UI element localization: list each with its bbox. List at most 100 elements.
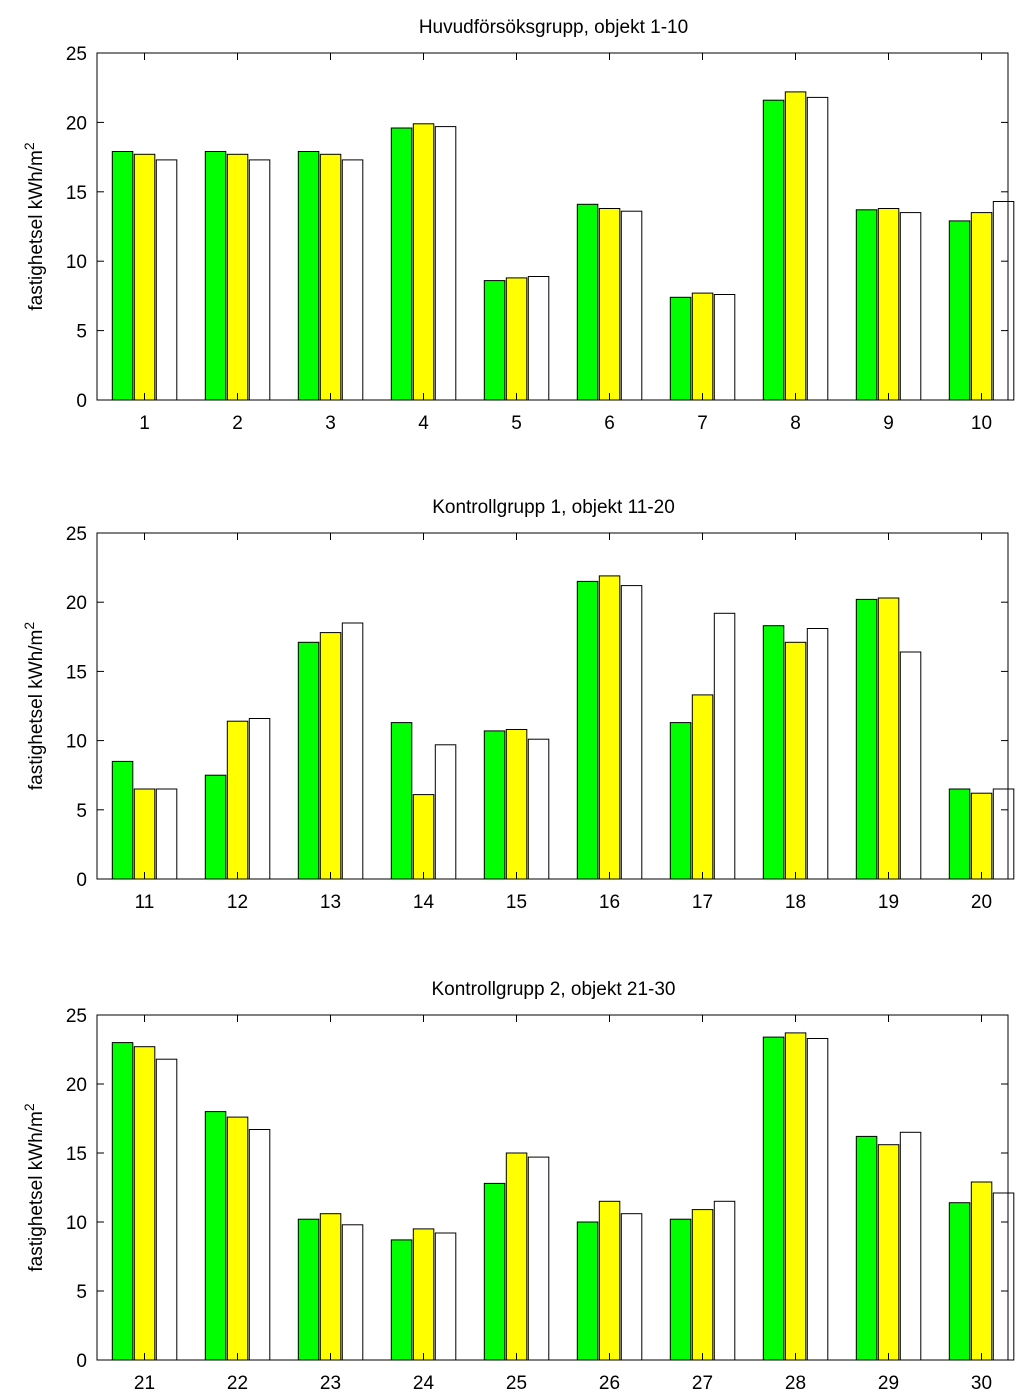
bar-5-s3 [527, 276, 550, 401]
bar-13-s1 [297, 641, 320, 880]
y-tick-label: 5 [76, 1282, 87, 1303]
x-tick-label: 28 [785, 1373, 806, 1394]
y-tick-label: 20 [66, 1075, 87, 1096]
bar-5-s1 [483, 280, 506, 401]
chart-panel-1: 0 5 10 15 20 25 1 2 3 4 5 6 7 8 9 10 Huvudförsöksgrupp, … [21, 17, 1015, 434]
x-tick-label: 10 [971, 413, 992, 434]
bar-22-s2 [226, 1116, 249, 1361]
bar-25-s1 [483, 1182, 506, 1361]
bar-21-s1 [111, 1042, 134, 1361]
bar-2-s2 [226, 153, 249, 401]
x-tick-label: 14 [413, 892, 435, 913]
y-tick-label: 20 [66, 593, 87, 614]
y-axis-label: fastighetsel kWh/m2 [21, 1103, 47, 1272]
x-tick-label: 23 [320, 1373, 341, 1394]
bar-26-s1 [576, 1221, 599, 1361]
bar-23-s1 [297, 1218, 320, 1361]
bar-8-s3 [806, 96, 829, 401]
bar-12-s1 [204, 774, 227, 880]
bar-14-s1 [390, 722, 413, 880]
bar-25-s2 [505, 1152, 528, 1361]
x-tick-label: 17 [692, 892, 713, 913]
x-tick-label: 11 [135, 892, 155, 913]
bar-2-s3 [248, 159, 271, 401]
x-tick-label: 4 [418, 413, 429, 434]
bar-7-s2 [691, 292, 714, 401]
x-tick-label: 29 [878, 1373, 899, 1394]
x-tick-label: 15 [506, 892, 527, 913]
bar-13-s3 [341, 622, 364, 880]
x-tick-label: 21 [134, 1373, 155, 1394]
bar-21-s3 [155, 1058, 178, 1361]
bar-14-s2 [412, 794, 435, 880]
bar-29-s3 [899, 1131, 922, 1361]
chart-title: Kontrollgrupp 1, objekt 11-20 [432, 497, 675, 518]
y-axis-label: fastighetsel kWh/m2 [21, 622, 47, 791]
bar-26-s3 [620, 1213, 643, 1361]
bar-6-s1 [576, 203, 599, 401]
x-tick-label: 6 [604, 413, 615, 434]
y-tick-label: 20 [66, 113, 87, 134]
x-tick-label: 20 [971, 892, 992, 913]
bar-30-s3 [992, 1192, 1015, 1361]
bar-2-s1 [204, 151, 227, 401]
bar-10-s1 [948, 220, 971, 401]
bar-12-s2 [226, 720, 249, 880]
x-tick-label: 1 [139, 413, 150, 434]
bar-20-s1 [948, 788, 971, 880]
bar-20-s2 [970, 792, 993, 880]
x-tick-label: 3 [325, 413, 336, 434]
bar-24-s3 [434, 1232, 457, 1361]
y-tick-label: 15 [66, 662, 87, 683]
bar-12-s3 [248, 718, 271, 880]
x-tick-label: 16 [599, 892, 620, 913]
bar-27-s2 [691, 1209, 714, 1361]
bar-1-s2 [133, 153, 156, 401]
bar-3-s2 [319, 153, 342, 401]
bar-6-s3 [620, 210, 643, 401]
y-tick-label: 15 [66, 1144, 87, 1165]
bar-17-s1 [669, 722, 692, 880]
bar-3-s1 [297, 151, 320, 401]
bar-15-s3 [527, 738, 550, 880]
y-tick-label: 10 [66, 732, 87, 753]
bar-28-s3 [806, 1038, 829, 1361]
bar-19-s1 [855, 598, 878, 880]
bar-29-s1 [855, 1135, 878, 1361]
bar-4-s3 [434, 126, 457, 401]
bar-15-s2 [505, 729, 528, 880]
bar-13-s2 [319, 632, 342, 880]
bar-28-s1 [762, 1036, 785, 1361]
bar-29-s2 [877, 1144, 900, 1361]
bar-16-s3 [620, 585, 643, 880]
y-tick-label: 5 [76, 801, 87, 822]
bar-1-s1 [111, 151, 134, 401]
bar-18-s2 [784, 641, 807, 880]
bar-21-s2 [133, 1046, 156, 1361]
y-tick-label: 0 [76, 391, 87, 412]
bar-11-s3 [155, 788, 178, 880]
x-tick-label: 22 [227, 1373, 248, 1394]
bar-8-s1 [762, 99, 785, 401]
bar-22-s1 [204, 1111, 227, 1361]
x-tick-label: 18 [785, 892, 806, 913]
x-tick-label: 24 [413, 1373, 435, 1394]
x-tick-label: 9 [883, 413, 894, 434]
y-tick-label: 15 [66, 183, 87, 204]
y-tick-label: 25 [66, 1006, 87, 1027]
bar-7-s3 [713, 294, 736, 401]
bar-15-s1 [483, 730, 506, 880]
bar-17-s2 [691, 694, 714, 880]
y-tick-label: 25 [66, 44, 87, 65]
y-tick-label: 0 [76, 1351, 87, 1372]
bar-10-s3 [992, 201, 1015, 401]
bar-30-s1 [948, 1202, 971, 1361]
axes-box [96, 1014, 1009, 1361]
y-tick-label: 25 [66, 524, 87, 545]
bar-24-s2 [412, 1228, 435, 1361]
bar-9-s1 [855, 209, 878, 401]
bar-26-s2 [598, 1200, 621, 1361]
bar-22-s3 [248, 1129, 271, 1361]
